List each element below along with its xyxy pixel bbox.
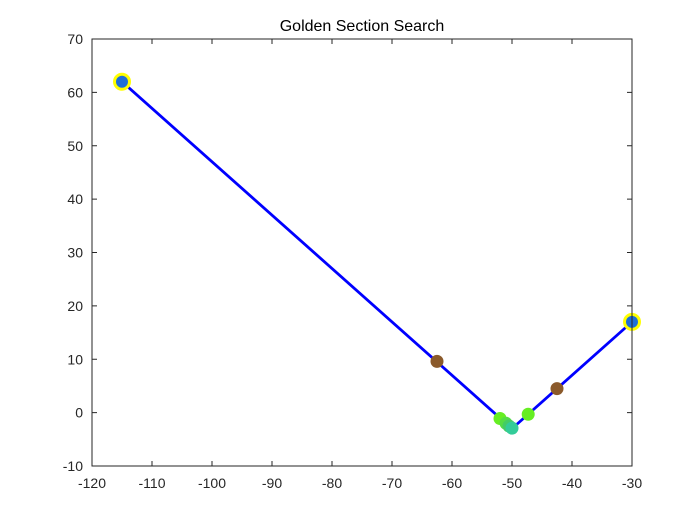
x-tick-label: -40 bbox=[562, 475, 582, 491]
search-point-2 bbox=[550, 382, 564, 396]
x-tick-label: -120 bbox=[78, 475, 106, 491]
x-tick-label: -80 bbox=[322, 475, 342, 491]
x-tick-label: -60 bbox=[442, 475, 462, 491]
y-tick-label: 20 bbox=[67, 298, 83, 314]
plot-area bbox=[92, 39, 632, 466]
x-tick-label: -110 bbox=[139, 475, 166, 491]
search-point-4 bbox=[521, 407, 535, 421]
chart-title: Golden Section Search bbox=[280, 18, 445, 35]
y-tick-label: 60 bbox=[67, 84, 83, 100]
y-tick-label: 10 bbox=[67, 351, 83, 367]
x-tick-label: -50 bbox=[502, 475, 522, 491]
search-point-1 bbox=[430, 354, 444, 368]
y-tick-label: 40 bbox=[67, 191, 83, 207]
y-tick-label: 50 bbox=[67, 138, 83, 154]
search-points-layer bbox=[113, 72, 641, 435]
y-tick-label: 70 bbox=[67, 31, 83, 47]
x-tick-label: -70 bbox=[382, 475, 402, 491]
y-tick-label: 30 bbox=[67, 245, 83, 261]
y-tick-label: 0 bbox=[75, 405, 83, 421]
endpoint-marker-1 bbox=[113, 72, 131, 91]
y-tick-label: -10 bbox=[63, 458, 83, 474]
x-tick-label: -30 bbox=[622, 475, 642, 491]
search-point-7 bbox=[505, 421, 519, 435]
x-tick-label: -90 bbox=[262, 475, 282, 491]
x-tick-label: -100 bbox=[198, 475, 226, 491]
axes: -120 -110 -100 -90 -80 -70 -60 -50 -40 -30-100102… bbox=[63, 31, 643, 491]
